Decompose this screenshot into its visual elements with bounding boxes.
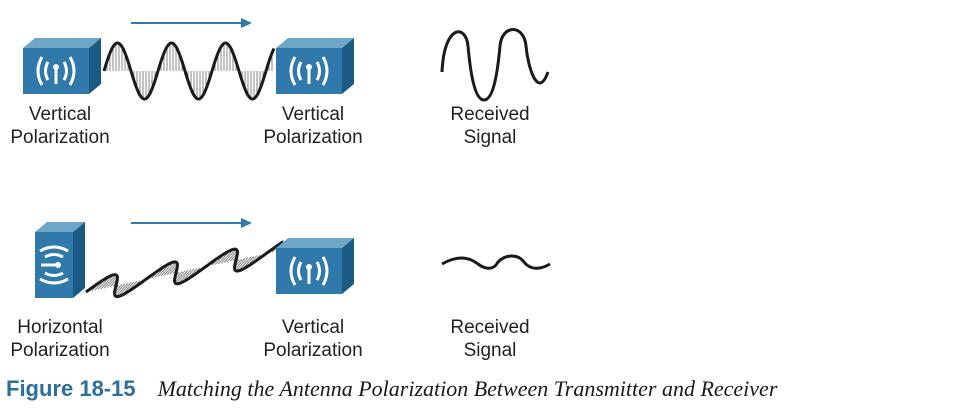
row2-direction-arrow xyxy=(131,218,252,228)
row2-receiver-vertical-antenna-icon xyxy=(276,238,354,294)
row1-receiver-label-line2: Polarization xyxy=(263,127,363,148)
row2-signal-label: Received Signal xyxy=(440,316,540,362)
row2-signal-label-line2: Signal xyxy=(463,340,517,361)
row1-transmitter-label-line1: Vertical xyxy=(28,104,92,125)
row2-transmitter-label-line1: Horizontal xyxy=(17,317,103,338)
row1-direction-arrow xyxy=(131,18,252,28)
row1-receiver-label: Vertical Polarization xyxy=(253,103,373,149)
caption-text: Matching the Antenna Polarization Betwee… xyxy=(157,376,778,401)
row2-transmitter-label-line2: Polarization xyxy=(10,340,110,361)
row1-transmitter-label-line2: Polarization xyxy=(10,127,110,148)
row2-received-signal-wave xyxy=(441,254,551,270)
row2-receiver-label-line1: Vertical xyxy=(281,317,345,338)
row2-signal-label-line1: Received xyxy=(450,317,530,338)
row2-transmitter-label: Horizontal Polarization xyxy=(0,316,120,362)
row1-receiver-vertical-antenna-icon xyxy=(276,38,354,94)
figure-number: Figure 18-15 xyxy=(6,376,136,401)
row2-horizontal-wave xyxy=(85,240,285,299)
figure-caption: Figure 18-15 Matching the Antenna Polariz… xyxy=(6,376,777,402)
row1-signal-label: Received Signal xyxy=(440,103,540,149)
row1-transmitter-vertical-antenna-icon xyxy=(23,38,101,94)
row1-vertical-wave xyxy=(102,41,276,101)
row2-transmitter-horizontal-antenna-icon xyxy=(35,222,85,298)
row2-receiver-label-line2: Polarization xyxy=(263,340,363,361)
row1-signal-label-line2: Signal xyxy=(463,127,517,148)
row1-receiver-label-line1: Vertical xyxy=(281,104,345,125)
row2-receiver-label: Vertical Polarization xyxy=(253,316,373,362)
row1-signal-label-line1: Received xyxy=(450,104,530,125)
row1-received-signal-wave xyxy=(440,28,550,102)
row1-transmitter-label: Vertical Polarization xyxy=(0,103,120,149)
